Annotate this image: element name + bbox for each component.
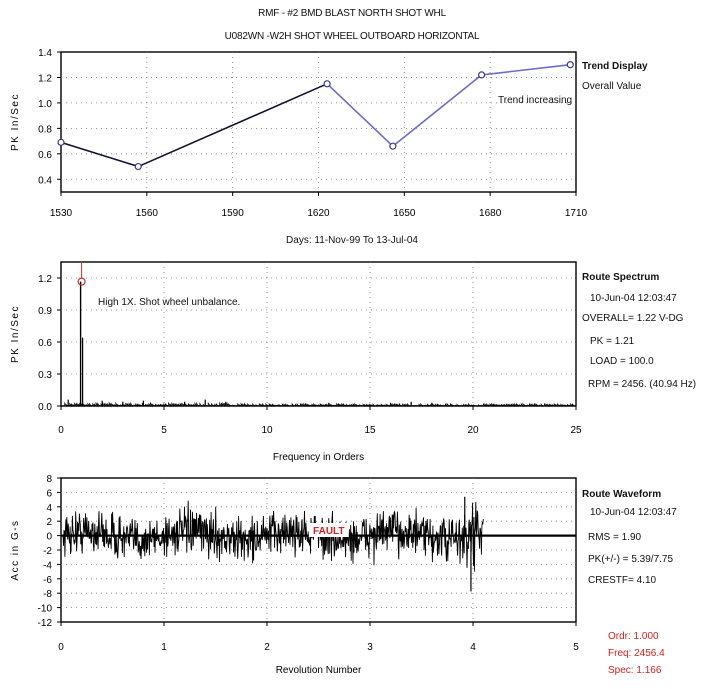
fault-label: FAULT [313,526,344,537]
y-tick-label: 1.2 [38,73,52,84]
trend-plot: 0.4 0.6 0.8 1.0 1.2 1.4 1530 1560 1590 1620 1650 16… [10,48,588,219]
x-tick-label: 3 [367,642,373,653]
trend-point [57,138,65,146]
x-tick-label: 5 [573,642,579,653]
y-tick-label: 0.4 [38,175,52,186]
waveform-crest: CRESTF= 4.10 [588,575,657,586]
y-tick-label: -8 [43,589,52,600]
waveform-title: Route Waveform [582,489,662,500]
y-tick-label: 0.0 [38,402,52,413]
trend-line-segment [326,83,394,147]
x-tick-label: 15 [364,425,376,436]
trend-x-axis-label: Days: 11-Nov-99 To 13-Jul-04 [286,235,418,246]
trend-display-title: Trend Display [582,61,648,72]
trend-line-segment [60,141,139,168]
spectrum-pk: PK = 1.21 [590,336,635,347]
trend-display-subtitle: Overall Value [582,81,642,92]
spectrum-plot: 0.0 0.3 0.6 0.9 1.2 0 5 10 15 20 25 PK In/Sec Freque… [10,261,582,463]
spectrum-rpm: RPM = 2456. (40.94 Hz) [588,379,697,390]
trend-point [134,162,142,171]
x-tick-label: 1 [161,642,167,653]
y-axis-label: PK In/Sec [10,93,21,151]
header-line-2: U082WN -W2H SHOT WHEEL OUTBOARD HORIZONT… [224,31,480,42]
x-tick-label: 1680 [479,208,502,219]
y-tick-label: 0.8 [38,124,52,135]
trend-point [323,80,331,88]
trend-line-segment [481,63,571,76]
waveform-trace [62,500,484,572]
y-tick-label: 0 [46,532,52,543]
x-tick-label: 4 [470,642,476,653]
x-tick-label: 5 [161,425,167,436]
cursor-order: Ordr: 1.000 [608,631,659,642]
y-tick-label: -4 [43,560,52,571]
fault-label-bg [308,523,349,537]
header-line-1: RMF - #2 BMD BLAST NORTH SHOT WHL [258,8,446,19]
trend-line-segment [392,74,483,147]
waveform-pk: PK(+/-) = 5.39/7.75 [588,554,674,565]
spectrum-title: Route Spectrum [582,272,660,283]
x-tick-label: 10 [261,425,273,436]
x-tick-label: 2 [264,642,270,653]
x-tick-label: 0 [58,642,64,653]
x-axis-label: Frequency in Orders [273,452,364,463]
cursor-spec: Spec: 1.166 [608,665,662,676]
trend-note: Trend increasing [498,95,573,106]
y-tick-label: 0.6 [38,338,52,349]
x-tick-label: 25 [570,425,582,436]
waveform-plot: -12 -10 -8 -6 -4 -2 0 2 4 6 8 0 1 2 3 4 5 Acc in G-s Revol… [10,474,579,676]
y-tick-label: -10 [38,604,53,615]
spectrum-date: 10-Jun-04 12:03:47 [590,293,677,304]
spectrum-noise-trace [61,401,575,408]
waveform-date: 10-Jun-04 12:03:47 [590,507,677,518]
x-tick-label: 0 [58,425,64,436]
trend-point [566,61,574,69]
cursor-marker [77,277,86,286]
y-tick-label: 1.0 [38,99,52,110]
y-tick-label: 8 [46,474,52,485]
y-tick-label: 0.3 [38,370,52,381]
y-tick-label: 2 [46,517,52,528]
y-tick-label: 6 [46,488,52,499]
trend-point [389,142,397,150]
x-tick-label: 1620 [307,208,330,219]
y-tick-label: 4 [46,503,52,514]
x-tick-label: 1530 [50,208,73,219]
y-tick-label: 0.6 [38,150,52,161]
y-tick-label: 1.4 [38,48,52,59]
plot-frame [60,261,577,407]
x-tick-label: 1590 [222,208,245,219]
y-tick-label: 0.9 [38,306,52,317]
trend-line-segment [137,83,328,168]
y-tick-label: -6 [43,575,52,586]
y-tick-label: 1.2 [38,274,52,285]
cursor-frequency: Freq: 2456.4 [608,648,665,659]
y-axis-label: Acc in G-s [10,519,21,580]
x-tick-label: 20 [467,425,479,436]
x-tick-label: 1560 [136,208,159,219]
x-tick-label: 1710 [565,208,588,219]
trend-point [477,71,486,79]
spectrum-load: LOAD = 100.0 [590,356,654,367]
waveform-rms: RMS = 1.90 [588,532,642,543]
spectrum-annotation: High 1X. Shot wheel unbalance. [98,297,241,308]
x-axis-label: Revolution Number [276,665,362,676]
x-tick-label: 1650 [393,208,416,219]
y-axis-label: PK In/Sec [10,305,21,363]
y-tick-label: -2 [43,546,52,557]
spectrum-overall: OVERALL= 1.22 V-DG [582,313,684,324]
y-tick-label: -12 [38,618,53,629]
